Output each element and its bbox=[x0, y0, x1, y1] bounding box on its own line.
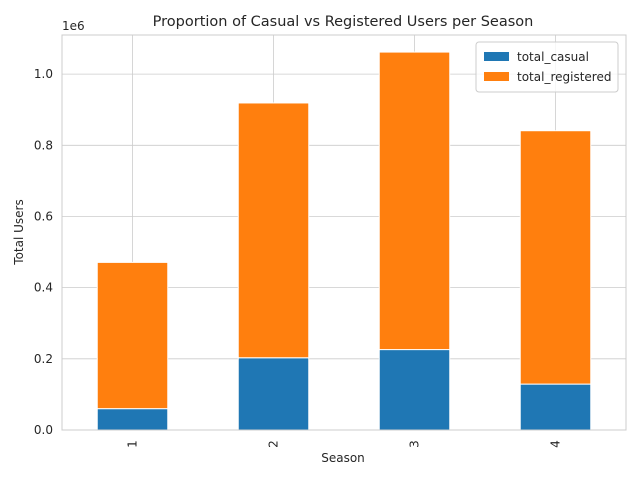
y-tick-label: 0.0 bbox=[34, 423, 53, 437]
bar-total_casual-season-4 bbox=[519, 383, 592, 431]
y-tick-labels: 0.0 0.2 0.4 0.6 0.8 1.0 bbox=[34, 67, 53, 437]
y-tick-label: 1.0 bbox=[34, 67, 53, 81]
y-axis-label: Total Users bbox=[12, 199, 26, 265]
bar-total_registered-season-2 bbox=[237, 102, 310, 359]
y-tick-label: 0.4 bbox=[34, 281, 53, 295]
legend-box bbox=[475, 41, 619, 93]
bar-total_casual-season-3 bbox=[378, 349, 451, 431]
legend-label-total_casual: total_casual bbox=[517, 50, 589, 64]
bars bbox=[96, 51, 592, 431]
x-tick-labels: 1 2 3 4 bbox=[126, 440, 563, 448]
bar-total_registered-season-1 bbox=[96, 261, 169, 410]
bar-total_registered-season-3 bbox=[378, 51, 451, 351]
x-tick-label: 1 bbox=[126, 440, 140, 448]
legend-label-total_registered: total_registered bbox=[517, 70, 611, 84]
x-tick-label: 4 bbox=[549, 440, 563, 448]
legend-swatch-total_registered bbox=[484, 72, 509, 81]
y-offset-label: 1e6 bbox=[62, 19, 85, 33]
plot-frame bbox=[61, 34, 627, 431]
x-tick-label: 2 bbox=[267, 440, 281, 448]
legend: total_casual total_registered bbox=[475, 41, 619, 93]
x-axis-label: Season bbox=[321, 451, 365, 465]
bar-total_casual-season-1 bbox=[96, 408, 169, 431]
y-tick-label: 0.2 bbox=[34, 352, 53, 366]
chart-title: Proportion of Casual vs Registered Users… bbox=[153, 14, 534, 30]
x-tick-label: 3 bbox=[408, 440, 422, 448]
bar-total_casual-season-2 bbox=[237, 357, 310, 431]
legend-swatch-total_casual bbox=[484, 52, 509, 61]
y-tick-label: 0.8 bbox=[34, 138, 53, 152]
bar-total_registered-season-4 bbox=[519, 130, 592, 385]
y-tick-label: 0.6 bbox=[34, 209, 53, 223]
